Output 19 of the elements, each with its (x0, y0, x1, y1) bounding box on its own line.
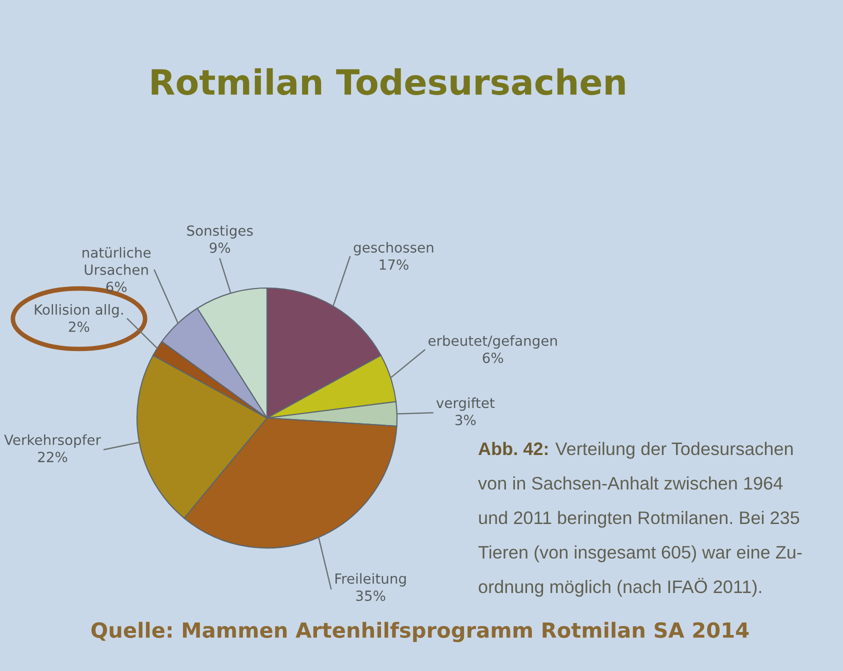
slice-label: natürliche Ursachen (82, 247, 151, 275)
slice-label: vergiftet (436, 397, 495, 411)
data-label: 6% (482, 352, 504, 364)
data-label: 2% (68, 321, 90, 332)
data-label: 6% (106, 282, 127, 292)
chart-title: Rotmilan Todesursachen (152, 68, 625, 96)
slice-label: Sonstiges (187, 225, 253, 239)
caption: Abb. 42: (478, 442, 548, 456)
slice-label: Verkehrsopfer (4, 434, 101, 448)
data-label: 9% (210, 242, 230, 254)
slice-label: Freileitung (335, 573, 406, 587)
data-label: 17% (380, 259, 408, 270)
data-label: 3% (455, 414, 476, 426)
slice-label: erbeutet/gefangen (428, 335, 557, 349)
data-label: 35% (356, 590, 386, 601)
source-note: Quelle: Mammen Artenhilfsprogramm Rotmilan SA 2014 (91, 622, 749, 642)
slice-label: geschossen (354, 242, 434, 256)
slice-label: Kollision allg. (34, 304, 123, 318)
data-label: 22% (38, 452, 68, 462)
